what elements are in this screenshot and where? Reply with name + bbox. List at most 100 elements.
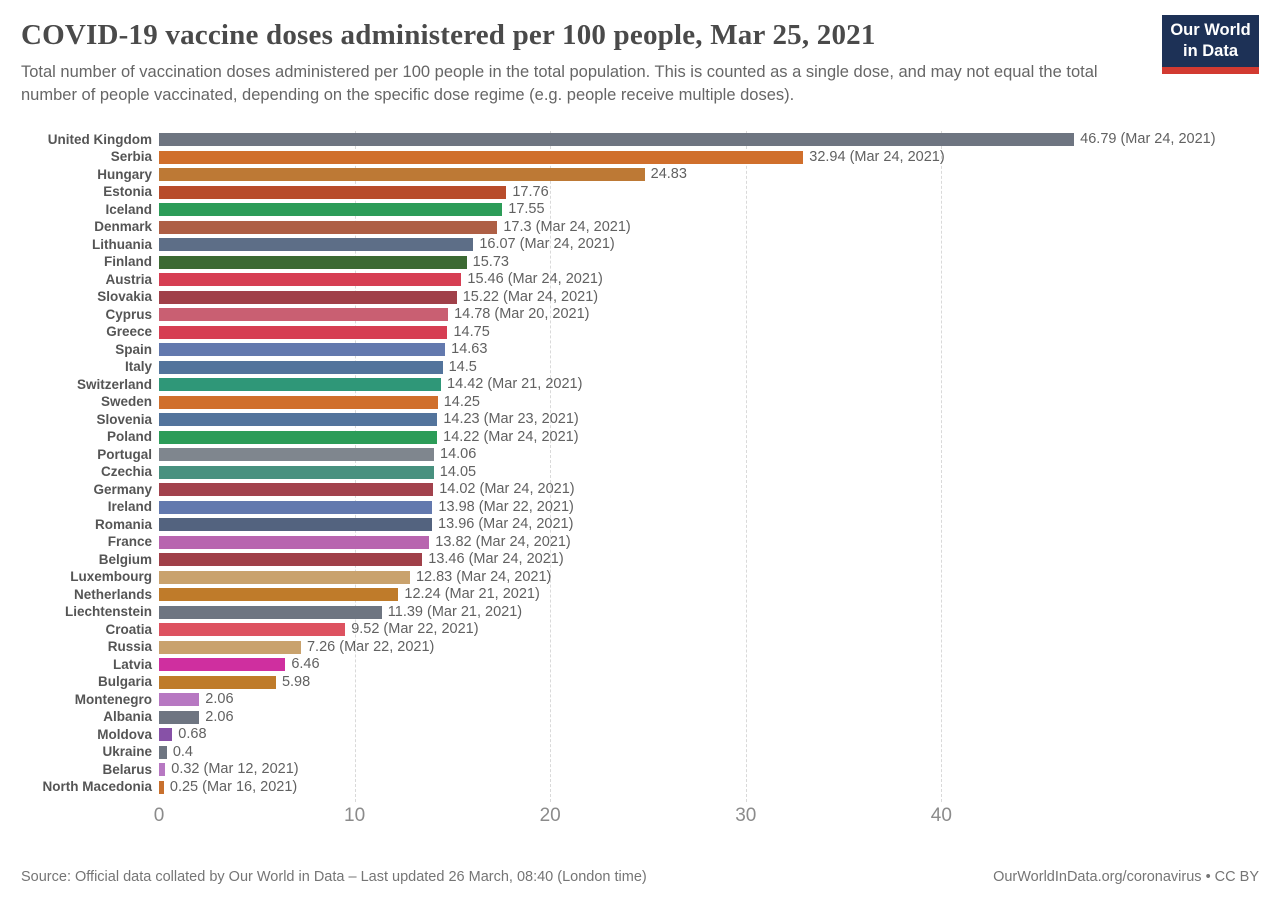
value-label: 14.75	[453, 323, 490, 340]
chart-row: Greece 14.75	[0, 323, 1280, 341]
country-label: Spain	[115, 341, 152, 357]
value-label: 15.46 (Mar 24, 2021)	[467, 271, 603, 288]
bar	[159, 465, 434, 479]
value-label: 17.55	[508, 201, 545, 218]
chart-row: Slovakia 15.22 (Mar 24, 2021)	[0, 288, 1280, 306]
country-label: Greece	[106, 324, 152, 340]
country-label: Slovenia	[96, 411, 152, 427]
value-label: 14.06	[440, 446, 477, 463]
value-label: 14.78 (Mar 20, 2021)	[454, 306, 590, 323]
chart-row: Poland 14.22 (Mar 24, 2021)	[0, 428, 1280, 446]
chart-row: Albania 2.06	[0, 708, 1280, 726]
bar	[159, 255, 467, 269]
gridline	[941, 130, 943, 802]
country-label: United Kingdom	[47, 131, 152, 147]
bar	[159, 500, 433, 514]
country-label: Liechtenstein	[64, 604, 152, 620]
bar-area: 13.96 (Mar 24, 2021)	[159, 516, 1268, 534]
plot-rows: United Kingdom 46.79 (Mar 24, 2021) Serbia…	[0, 131, 1280, 796]
x-axis: 0 10 20 30 40	[154, 796, 1268, 840]
chart-row: Romania 13.96 (Mar 24, 2021)	[0, 516, 1280, 534]
chart-footer: Source: Official data collated by Our Wo…	[21, 869, 1259, 885]
value-label: 13.98 (Mar 22, 2021)	[438, 498, 574, 515]
value-label: 6.46	[291, 656, 320, 673]
bar	[159, 133, 1075, 147]
value-label: 0.68	[178, 726, 207, 743]
country-label: Italy	[124, 359, 152, 375]
gridline	[745, 130, 747, 802]
footer-link[interactable]: OurWorldInData.org/coronavirus • CC BY	[993, 869, 1259, 885]
bar-area: 14.05	[159, 463, 1268, 481]
chart-row: Germany 14.02 (Mar 24, 2021)	[0, 481, 1280, 499]
country-label: Slovakia	[97, 289, 152, 305]
country-label: Cyprus	[105, 306, 152, 322]
bar	[159, 640, 301, 654]
bar-area: 13.82 (Mar 24, 2021)	[159, 533, 1268, 551]
chart-row: Finland 15.73	[0, 253, 1280, 271]
country-label: Ireland	[107, 499, 152, 515]
bar	[159, 185, 507, 199]
chart-row: Hungary 24.83	[0, 166, 1280, 184]
bar	[159, 535, 430, 549]
country-label: Russia	[107, 639, 152, 655]
bar	[159, 238, 474, 252]
chart-row: Italy 14.5	[0, 358, 1280, 376]
bar-area: 14.22 (Mar 24, 2021)	[159, 428, 1268, 446]
country-label: Czechia	[100, 464, 152, 480]
value-label: 0.32 (Mar 12, 2021)	[171, 761, 299, 778]
bar-area: 2.06	[159, 691, 1268, 709]
value-label: 14.02 (Mar 24, 2021)	[439, 481, 575, 498]
bar	[159, 623, 346, 637]
bar	[159, 413, 438, 427]
value-label: 14.23 (Mar 23, 2021)	[443, 411, 579, 428]
bar	[159, 430, 438, 444]
owid-logo-line2: in Data	[1182, 42, 1238, 60]
bar-chart: United Kingdom 46.79 (Mar 24, 2021) Serbia…	[0, 130, 1280, 802]
value-label: 14.22 (Mar 24, 2021)	[443, 428, 579, 445]
bar	[159, 728, 173, 742]
value-label: 15.22 (Mar 24, 2021)	[462, 288, 599, 305]
chart-row: Luxembourg 12.83 (Mar 24, 2021)	[0, 568, 1280, 586]
value-label: 5.98	[281, 673, 311, 690]
value-label: 13.96 (Mar 24, 2021)	[438, 516, 574, 533]
value-label: 15.73	[472, 253, 509, 270]
bar	[159, 518, 433, 532]
chart-row: Ireland 13.98 (Mar 22, 2021)	[0, 498, 1280, 516]
country-label: Serbia	[110, 149, 152, 165]
bar-area: 15.46 (Mar 24, 2021)	[159, 271, 1268, 289]
bar	[159, 150, 804, 164]
country-label: Finland	[104, 254, 152, 270]
chart-row: Portugal 14.06	[0, 446, 1280, 464]
value-label: 14.05	[439, 463, 477, 480]
value-label: 7.26 (Mar 22, 2021)	[306, 638, 435, 655]
chart-row: Ukraine 0.4	[0, 743, 1280, 761]
value-label: 2.06	[205, 708, 234, 725]
value-label: 24.83	[650, 166, 687, 183]
bar-area: 24.83	[159, 166, 1268, 184]
bar	[159, 588, 399, 602]
country-label: Belgium	[98, 551, 152, 567]
value-label: 9.52 (Mar 22, 2021)	[351, 621, 479, 638]
chart-row: Cyprus 14.78 (Mar 20, 2021)	[0, 306, 1280, 324]
value-label: 13.82 (Mar 24, 2021)	[435, 533, 571, 550]
country-label: Iceland	[105, 201, 152, 217]
value-label: 11.39 (Mar 21, 2021)	[387, 603, 523, 620]
country-label: Albania	[103, 709, 152, 725]
bar-area: 14.75	[159, 323, 1268, 341]
country-label: Switzerland	[76, 376, 152, 392]
owid-logo[interactable]: Our World in Data	[1162, 15, 1259, 74]
country-label: Estonia	[103, 184, 152, 200]
bar	[159, 290, 457, 304]
country-label: Croatia	[105, 621, 152, 637]
owid-logo-red-strip	[1162, 67, 1259, 74]
country-label: North Macedonia	[42, 779, 152, 795]
source-note: Source: Official data collated by Our Wo…	[21, 869, 647, 885]
bar	[159, 273, 462, 287]
bar-area: 11.39 (Mar 21, 2021)	[159, 603, 1268, 621]
country-label: Austria	[105, 271, 152, 287]
bar	[159, 763, 166, 777]
bar	[159, 483, 434, 497]
chart-row: Iceland 17.55	[0, 201, 1280, 219]
value-label: 32.94 (Mar 24, 2021)	[809, 148, 945, 165]
